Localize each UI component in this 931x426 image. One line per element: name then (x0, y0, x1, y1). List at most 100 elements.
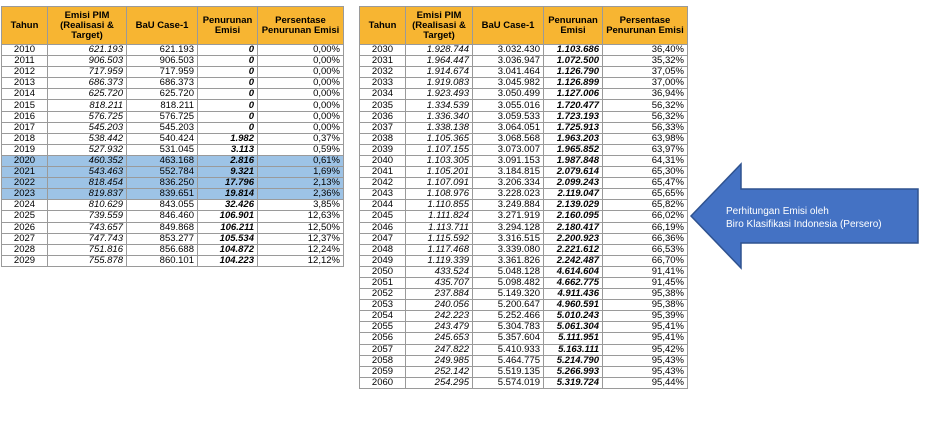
cell-persen: 36,94% (602, 88, 688, 101)
table-row: 2034 1.923.493 3.050.499 1.127.006 36,94% (359, 88, 688, 101)
cell-persen: 12,12% (257, 254, 344, 267)
cell-persen: 12,24% (257, 243, 344, 256)
header-persentase: Persentase Penurunan Emisi (602, 6, 688, 45)
cell-penurunan: 4.662.775 (543, 276, 603, 290)
cell-penurunan: 2.079.614 (543, 166, 603, 179)
cell-persen: 37,00% (602, 77, 688, 90)
cell-persen: 2,13% (257, 177, 344, 190)
cell-tahun: 2030 (359, 43, 406, 57)
cell-bau: 621.193 (126, 43, 198, 57)
cell-tahun: 2021 (1, 166, 48, 179)
cell-tahun: 2029 (1, 254, 48, 267)
left-arrow-icon (689, 162, 919, 270)
cell-tahun: 2026 (1, 221, 48, 234)
cell-tahun: 2036 (359, 110, 406, 123)
cell-persen: 12,37% (257, 232, 344, 245)
table-row: 2038 1.105.365 3.068.568 1.963.203 63,98% (359, 132, 688, 145)
cell-persen: 0,61% (257, 154, 344, 168)
cell-emisi: 1.334.539 (405, 99, 473, 112)
cell-penurunan: 2.160.095 (543, 210, 603, 223)
cell-bau: 625.720 (126, 88, 198, 101)
table-row: 2016 576.725 576.725 0 0,00% (1, 110, 344, 123)
cell-emisi: 1.103.305 (405, 154, 473, 168)
cell-persen: 12,50% (257, 221, 344, 234)
cell-bau: 3.073.007 (472, 143, 544, 156)
cell-emisi: 625.720 (47, 88, 127, 101)
callout-text: Perhitungan Emisi oleh Biro Klasifikasi … (726, 205, 921, 231)
cell-penurunan: 1.725.913 (543, 121, 603, 134)
cell-penurunan: 2.180.417 (543, 221, 603, 234)
cell-bau: 5.200.647 (472, 299, 544, 312)
table-row: 2030 1.928.744 3.032.430 1.103.686 36,40% (359, 43, 688, 57)
cell-persen: 66,36% (602, 232, 688, 245)
cell-penurunan: 5.319.724 (543, 376, 603, 389)
cell-tahun: 2044 (359, 199, 406, 212)
cell-penurunan: 1.103.686 (543, 43, 603, 57)
header-penurunan-emisi: Penurunan Emisi (197, 6, 258, 45)
table-row: 2045 1.111.824 3.271.919 2.160.095 66,02% (359, 210, 688, 223)
cell-bau: 531.045 (126, 143, 198, 156)
cell-bau: 3.249.884 (472, 199, 544, 212)
cell-persen: 95,38% (602, 288, 688, 301)
cell-penurunan: 1.723.193 (543, 110, 603, 123)
cell-bau: 5.357.604 (472, 332, 544, 345)
table-row: 2028 751.816 856.688 104.872 12,24% (1, 243, 344, 256)
table-row: 2019 527.932 531.045 3.113 0,59% (1, 143, 344, 156)
table-row: 2013 686.373 686.373 0 0,00% (1, 77, 344, 90)
table-row: 2023 819.837 839.651 19.814 2,36% (1, 188, 344, 201)
cell-emisi: 747.743 (47, 232, 127, 245)
cell-persen: 0,59% (257, 143, 344, 156)
cell-penurunan: 106.211 (197, 221, 258, 234)
cell-persen: 0,00% (257, 110, 344, 123)
cell-penurunan: 2.119.047 (543, 188, 603, 201)
cell-penurunan: 0 (197, 121, 258, 134)
cell-emisi: 1.119.339 (405, 254, 473, 267)
cell-penurunan: 1.963.203 (543, 132, 603, 145)
table-row: 2046 1.113.711 3.294.128 2.180.417 66,19% (359, 221, 688, 234)
cell-tahun: 2060 (359, 376, 406, 389)
cell-persen: 1,69% (257, 166, 344, 179)
cell-emisi: 1.336.340 (405, 110, 473, 123)
cell-persen: 91,41% (602, 265, 688, 278)
cell-tahun: 2022 (1, 177, 48, 190)
cell-emisi: 249.985 (405, 354, 473, 367)
cell-tahun: 2019 (1, 143, 48, 156)
cell-emisi: 243.479 (405, 321, 473, 334)
cell-tahun: 2051 (359, 276, 406, 290)
cell-emisi: 252.142 (405, 365, 473, 378)
cell-emisi: 237.884 (405, 288, 473, 301)
cell-bau: 5.519.135 (472, 365, 544, 378)
cell-persen: 66,19% (602, 221, 688, 234)
cell-tahun: 2041 (359, 166, 406, 179)
cell-penurunan: 1.126.790 (543, 66, 603, 79)
cell-emisi: 1.107.155 (405, 143, 473, 156)
cell-emisi: 1.964.447 (405, 55, 473, 68)
cell-penurunan: 4.614.604 (543, 265, 603, 278)
table-row: 2029 755.878 860.101 104.223 12,12% (1, 254, 344, 267)
cell-emisi: 1.111.824 (405, 210, 473, 223)
cell-emisi: 1.105.201 (405, 166, 473, 179)
cell-emisi: 818.454 (47, 177, 127, 190)
cell-emisi: 1.919.083 (405, 77, 473, 90)
table-row: 2054 242.223 5.252.466 5.010.243 95,39% (359, 310, 688, 323)
table-row: 2025 739.559 846.460 106.901 12,63% (1, 210, 344, 223)
header-persentase: Persentase Penurunan Emisi (257, 6, 344, 45)
cell-emisi: 1.928.744 (405, 43, 473, 57)
cell-bau: 836.250 (126, 177, 198, 190)
cell-tahun: 2010 (1, 43, 48, 57)
cell-bau: 463.168 (126, 154, 198, 168)
cell-persen: 35,32% (602, 55, 688, 68)
table-row: 2026 743.657 849.868 106.211 12,50% (1, 221, 344, 234)
cell-bau: 853.277 (126, 232, 198, 245)
cell-bau: 5.252.466 (472, 310, 544, 323)
cell-penurunan: 1.982 (197, 132, 258, 145)
cell-emisi: 247.822 (405, 343, 473, 356)
cell-emisi: 242.223 (405, 310, 473, 323)
cell-tahun: 2055 (359, 321, 406, 334)
table-row: 2012 717.959 717.959 0 0,00% (1, 66, 344, 79)
table-row: 2048 1.117.468 3.339.080 2.221.612 66,53% (359, 243, 688, 256)
cell-emisi: 1.117.468 (405, 243, 473, 256)
table-header-row: Tahun Emisi PIM (Realisasi & Target) BaU… (359, 6, 688, 45)
cell-tahun: 2034 (359, 88, 406, 101)
table-row: 2043 1.108.976 3.228.023 2.119.047 65,65% (359, 188, 688, 201)
